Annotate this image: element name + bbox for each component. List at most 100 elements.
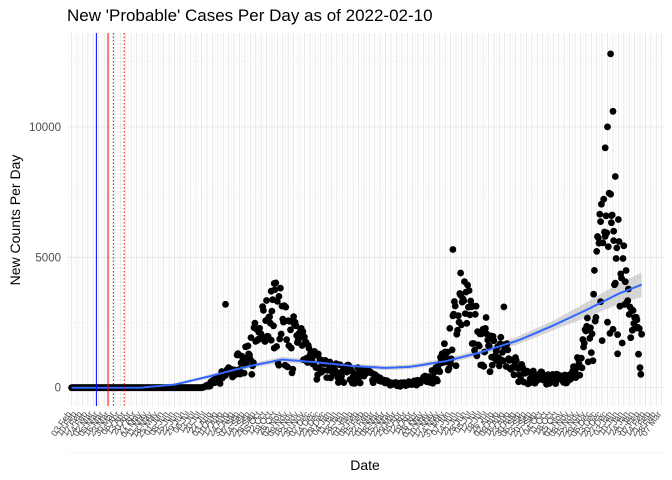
data-point xyxy=(287,326,294,334)
data-point xyxy=(244,342,252,350)
data-point xyxy=(636,364,644,372)
data-point xyxy=(607,50,614,58)
data-point xyxy=(612,255,620,262)
data-point xyxy=(356,379,364,387)
data-point xyxy=(338,372,345,380)
data-point xyxy=(283,336,290,344)
data-point xyxy=(289,365,297,373)
data-point xyxy=(638,330,645,338)
data-point xyxy=(471,310,479,318)
data-point xyxy=(251,319,259,327)
data-point xyxy=(340,379,348,386)
data-point xyxy=(622,267,630,274)
data-point xyxy=(620,242,628,250)
data-point xyxy=(591,267,598,274)
data-point xyxy=(305,345,313,352)
data-point xyxy=(590,290,597,298)
trend-line xyxy=(71,283,642,389)
data-point xyxy=(608,212,615,220)
data-point xyxy=(292,322,300,330)
data-point xyxy=(614,331,621,338)
data-point xyxy=(275,361,283,369)
data-point xyxy=(512,357,520,364)
data-point xyxy=(490,337,498,345)
reference-lines xyxy=(95,33,125,406)
data-point xyxy=(260,307,267,314)
data-point xyxy=(314,350,322,358)
data-point xyxy=(619,255,627,262)
data-point xyxy=(460,297,468,305)
data-point xyxy=(593,248,601,255)
data-point xyxy=(576,371,584,379)
data-point xyxy=(488,361,496,369)
data-point xyxy=(216,380,224,387)
data-point xyxy=(465,287,473,294)
data-point xyxy=(598,337,606,344)
data-point xyxy=(299,328,307,335)
data-point xyxy=(263,297,270,304)
data-point xyxy=(441,340,448,348)
data-point xyxy=(584,314,591,322)
data-point xyxy=(577,354,585,362)
data-point xyxy=(275,293,283,300)
data-point xyxy=(588,330,596,338)
data-point xyxy=(267,287,275,295)
data-point xyxy=(597,218,604,226)
data-point xyxy=(282,303,290,311)
data-point xyxy=(604,243,612,251)
data-point xyxy=(615,238,623,245)
data-point xyxy=(471,346,478,354)
data-point xyxy=(284,363,291,371)
data-point xyxy=(604,318,611,326)
data-point xyxy=(222,300,229,308)
data-point xyxy=(637,370,645,378)
data-point xyxy=(240,369,248,377)
data-point xyxy=(482,325,489,332)
data-point xyxy=(611,173,619,180)
data-point xyxy=(457,269,464,277)
data-point xyxy=(495,362,503,370)
y-tick-label: 0 xyxy=(55,383,61,395)
data-point xyxy=(277,284,284,292)
data-point xyxy=(580,339,588,347)
data-point xyxy=(267,336,275,344)
trend-curve xyxy=(71,283,642,389)
data-point xyxy=(587,349,595,356)
data-point xyxy=(256,324,263,332)
data-point xyxy=(436,368,444,376)
data-point xyxy=(635,325,643,332)
data-point xyxy=(268,307,276,315)
data-point xyxy=(290,313,297,320)
data-point xyxy=(497,333,505,341)
data-point xyxy=(447,360,454,368)
data-point xyxy=(589,357,597,365)
data-point xyxy=(475,342,483,350)
data-point xyxy=(613,244,621,252)
data-point xyxy=(301,333,308,341)
data-point xyxy=(610,237,618,245)
data-point xyxy=(592,314,600,321)
data-point xyxy=(594,234,602,242)
data-point xyxy=(261,338,269,345)
data-point xyxy=(466,311,474,319)
data-point xyxy=(529,367,537,375)
data-point xyxy=(604,123,611,131)
data-point xyxy=(446,325,454,332)
data-point xyxy=(273,343,280,350)
y-tick-label: 10000 xyxy=(29,122,61,134)
data-point xyxy=(504,346,512,354)
data-point xyxy=(599,239,607,247)
data-point xyxy=(587,324,594,332)
data-point xyxy=(608,219,615,227)
data-point xyxy=(458,321,465,329)
y-tick-label: 5000 xyxy=(35,252,61,264)
data-point xyxy=(434,377,441,385)
data-point xyxy=(485,342,493,349)
data-point xyxy=(633,316,641,324)
data-point xyxy=(627,334,635,342)
data-point xyxy=(510,371,518,379)
data-point xyxy=(463,319,471,327)
data-point xyxy=(270,322,277,330)
